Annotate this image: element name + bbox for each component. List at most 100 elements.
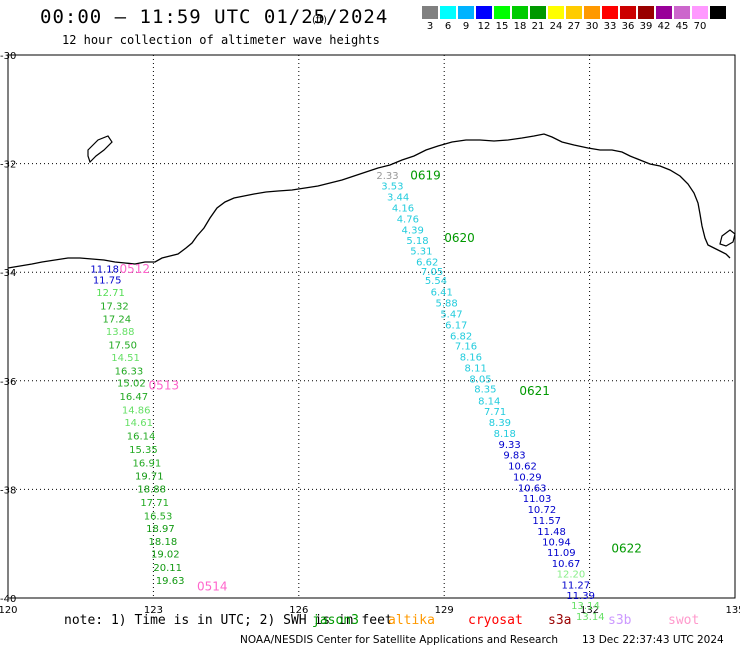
wave-height-value: 18.97 — [146, 524, 175, 535]
wave-height-value: 12.20 — [557, 570, 586, 581]
pass-time-label: 0512 — [119, 262, 150, 276]
coastline — [7, 133, 736, 269]
wave-height-value: 8.16 — [460, 352, 482, 363]
wave-height-value: 16.33 — [115, 367, 144, 378]
mission-label-altika: altika — [388, 613, 435, 628]
legend-swatch-label: 27 — [567, 21, 581, 32]
wave-height-value: 11.18 — [90, 264, 119, 275]
wave-height-value: 12.71 — [96, 288, 125, 299]
island-east — [719, 229, 736, 247]
footer-note: note: 1) Time is in UTC; 2) SWH is in fe… — [64, 613, 393, 628]
legend-swatch — [494, 6, 510, 19]
wave-height-value: 10.94 — [542, 538, 571, 549]
legend-swatch — [458, 6, 474, 19]
mission-label-swot: swot — [668, 613, 700, 628]
pass-time-label: 0513 — [149, 379, 180, 393]
wave-height-value: 4.16 — [392, 204, 414, 215]
wave-height-value: 11.03 — [523, 494, 552, 505]
legend-swatch-label: 45 — [675, 21, 689, 32]
wave-height-value: 5.54 — [425, 276, 447, 287]
legend-swatch — [512, 6, 528, 19]
legend-swatch-label: 21 — [531, 21, 545, 32]
legend-swatch — [692, 6, 708, 19]
pass-time-label: 0619 — [410, 169, 441, 183]
track-eastern: 2.333.533.444.164.764.395.185.316.627.05… — [376, 169, 642, 623]
wave-height-value: 17.32 — [100, 301, 129, 312]
wave-height-value: 8.35 — [474, 384, 496, 395]
lat-tick-label: -38 — [0, 485, 16, 496]
wave-height-value: 8.05 — [469, 375, 491, 386]
wave-height-value: 7.05 — [421, 267, 443, 278]
wave-height-value: 14.61 — [124, 418, 153, 429]
wave-height-value: 8.14 — [478, 396, 500, 407]
wave-height-value: 11.75 — [93, 275, 122, 286]
wave-height-value: 5.88 — [435, 299, 457, 310]
lon-tick-label: 126 — [289, 605, 308, 616]
wave-height-value: 4.76 — [397, 215, 419, 226]
wave-height-value: 17.24 — [103, 314, 132, 325]
wave-height-value: 11.48 — [537, 527, 566, 538]
wave-height-value: 6.62 — [416, 257, 438, 268]
wave-height-value: 13.88 — [106, 327, 135, 338]
wave-height-value: 11.27 — [561, 581, 590, 592]
wave-height-value: 13.14 — [571, 601, 600, 612]
pass-time-label: 0620 — [444, 231, 475, 245]
wave-height-value: 10.72 — [528, 505, 557, 516]
legend-swatch-label: 18 — [513, 21, 527, 32]
legend-swatch-label: 3 — [426, 21, 434, 32]
mission-label-jason3: jason3 — [312, 613, 359, 628]
wave-height-value: 18.18 — [149, 537, 178, 548]
wave-height-value: 5.18 — [406, 236, 428, 247]
wave-height-value: 11.09 — [547, 548, 576, 559]
lon-tick-label: 129 — [435, 605, 454, 616]
lon-tick-label: 135 — [725, 605, 740, 616]
coastline-path — [7, 133, 731, 269]
legend-swatch-label: 15 — [495, 21, 509, 32]
wave-height-value: 18.88 — [137, 484, 166, 495]
wave-height-value: 20.11 — [153, 563, 182, 574]
pass-time-label: 0622 — [611, 542, 642, 556]
wave-height-value: 5.31 — [410, 247, 432, 258]
wave-height-value: 4.39 — [402, 225, 424, 236]
wave-height-value: 7.71 — [484, 407, 506, 418]
wave-height-value: 3.53 — [381, 181, 403, 192]
legend-swatch — [548, 6, 564, 19]
wave-height-value: 15.35 — [129, 445, 158, 456]
lat-tick-label: -30 — [0, 51, 16, 62]
legend-swatch-label: 12 — [477, 21, 491, 32]
wave-height-value: 10.67 — [552, 559, 581, 570]
legend-swatch — [602, 6, 618, 19]
lat-tick-label: -40 — [0, 594, 16, 605]
wave-height-value: 16.91 — [133, 458, 162, 469]
wave-height-value: 16.53 — [144, 512, 173, 523]
wave-height-value: 14.51 — [111, 353, 140, 364]
wave-height-value: 11.39 — [566, 591, 595, 602]
lon-tick-label: 132 — [580, 605, 599, 616]
legend-swatch — [710, 6, 726, 19]
legend-swatch — [638, 6, 654, 19]
legend-swatch — [422, 6, 438, 19]
legend-swatch-label: 33 — [603, 21, 617, 32]
map-grid: 120 123 126 129 132 135 -30 -32 -34 -36 -38 -40 — [0, 51, 740, 616]
page-subtitle: 12 hour collection of altimeter wave hei… — [62, 33, 380, 47]
wave-height-value: 8.11 — [465, 363, 487, 374]
mission-label-s3a: s3a — [548, 613, 572, 628]
mission-label-s3b: s3b — [608, 613, 632, 628]
wave-height-value: 6.17 — [445, 320, 467, 331]
wave-height-value: 6.41 — [431, 287, 453, 298]
wave-height-value: 19.63 — [156, 576, 185, 587]
lon-tick-label: 120 — [0, 605, 18, 616]
wave-height-value: 19.71 — [135, 471, 164, 482]
wave-height-value: 5.47 — [440, 310, 462, 321]
legend-swatch — [656, 6, 672, 19]
wave-height-value: 10.29 — [513, 472, 542, 483]
map-frame — [7, 54, 736, 599]
page-title: 00:00 – 11:59 UTC 01/25/2024 — [40, 6, 389, 28]
lat-tick-label: -36 — [0, 377, 16, 388]
legend-swatch-label: 24 — [549, 21, 563, 32]
wave-height-value: 2.33 — [376, 171, 398, 182]
legend-unit: (ft) — [312, 15, 328, 26]
legend-swatch — [530, 6, 546, 19]
wave-height-value: 17.71 — [140, 498, 169, 509]
